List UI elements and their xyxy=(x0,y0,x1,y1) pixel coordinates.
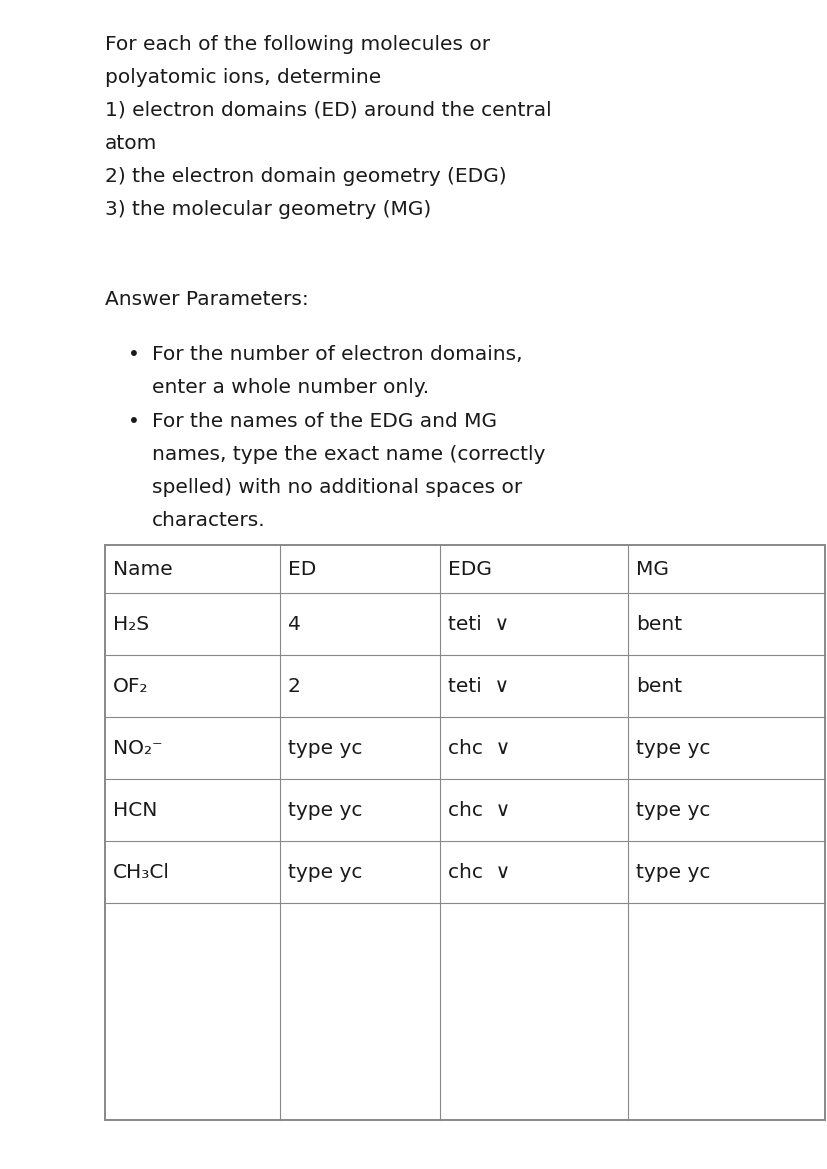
Text: bent: bent xyxy=(635,677,681,696)
Text: chc  ∨: chc ∨ xyxy=(447,801,509,819)
Text: EDG: EDG xyxy=(447,560,491,579)
Text: NO₂⁻: NO₂⁻ xyxy=(112,739,162,758)
Text: teti  ∨: teti ∨ xyxy=(447,615,509,634)
Text: names, type the exact name (correctly: names, type the exact name (correctly xyxy=(152,445,545,464)
Text: ED: ED xyxy=(288,560,316,579)
Text: polyatomic ions, determine: polyatomic ions, determine xyxy=(105,68,380,87)
Text: HCN: HCN xyxy=(112,801,157,819)
Text: MG: MG xyxy=(635,560,668,579)
Text: teti  ∨: teti ∨ xyxy=(447,677,509,696)
Text: OF₂: OF₂ xyxy=(112,677,148,696)
Text: chc  ∨: chc ∨ xyxy=(447,739,509,758)
Text: For the names of the EDG and MG: For the names of the EDG and MG xyxy=(152,411,496,431)
Text: 4: 4 xyxy=(288,615,300,634)
Text: 2) the electron domain geometry (EDG): 2) the electron domain geometry (EDG) xyxy=(105,167,506,186)
Text: type yc: type yc xyxy=(288,863,362,881)
Text: 3) the molecular geometry (MG): 3) the molecular geometry (MG) xyxy=(105,200,431,219)
Text: •: • xyxy=(128,345,140,364)
Text: type yc: type yc xyxy=(635,739,710,758)
Text: chc  ∨: chc ∨ xyxy=(447,863,509,881)
Text: bent: bent xyxy=(635,615,681,634)
Text: 2: 2 xyxy=(288,677,300,696)
Text: For the number of electron domains,: For the number of electron domains, xyxy=(152,345,522,364)
Text: enter a whole number only.: enter a whole number only. xyxy=(152,378,428,397)
Text: 1) electron domains (ED) around the central: 1) electron domains (ED) around the cent… xyxy=(105,101,551,120)
Text: type yc: type yc xyxy=(635,863,710,881)
Text: characters.: characters. xyxy=(152,511,265,530)
Text: spelled) with no additional spaces or: spelled) with no additional spaces or xyxy=(152,478,522,497)
Text: atom: atom xyxy=(105,134,157,153)
Text: Name: Name xyxy=(112,560,173,579)
Text: Answer Parameters:: Answer Parameters: xyxy=(105,290,308,309)
Text: H₂S: H₂S xyxy=(112,615,149,634)
Text: type yc: type yc xyxy=(288,801,362,819)
Bar xyxy=(105,545,824,1120)
Text: CH₃Cl: CH₃Cl xyxy=(112,863,170,881)
Text: •: • xyxy=(128,411,140,431)
Text: type yc: type yc xyxy=(288,739,362,758)
Text: type yc: type yc xyxy=(635,801,710,819)
Text: For each of the following molecules or: For each of the following molecules or xyxy=(105,35,490,54)
